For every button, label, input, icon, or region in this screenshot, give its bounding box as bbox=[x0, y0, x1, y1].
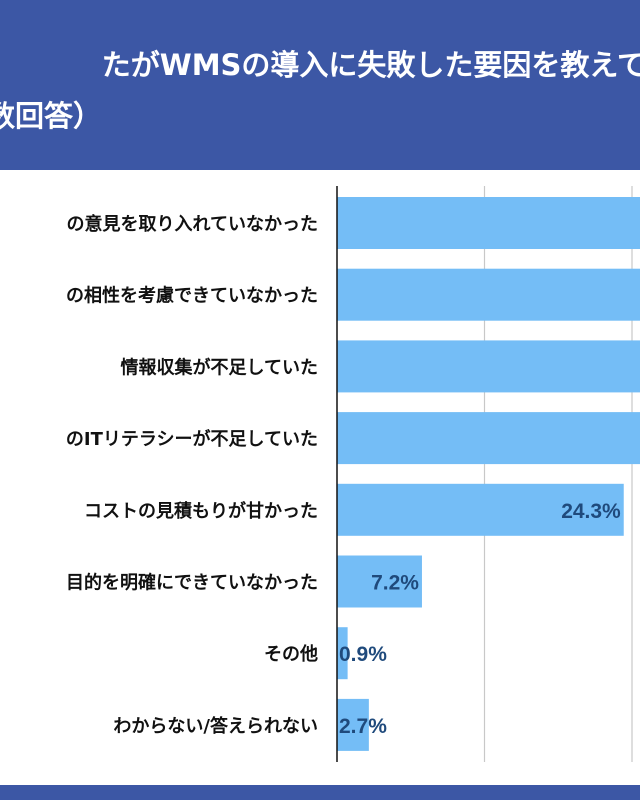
bar bbox=[337, 340, 640, 393]
value-label: 24.3% bbox=[561, 500, 621, 523]
bar bbox=[337, 627, 348, 680]
category-label: の意見を取り入れていなかった bbox=[67, 213, 318, 235]
bar bbox=[337, 412, 640, 465]
value-label: 2.7% bbox=[339, 715, 387, 738]
bar bbox=[337, 555, 422, 608]
category-label: 目的を明確にできていなかった bbox=[66, 572, 318, 594]
bar bbox=[337, 197, 640, 249]
bar bbox=[337, 698, 369, 751]
bar bbox=[337, 483, 624, 536]
value-label: 0.9% bbox=[339, 643, 387, 666]
category-label: その他 bbox=[264, 643, 318, 665]
category-label: の相性を考慮できていなかった bbox=[66, 285, 318, 307]
category-label: 情報収集が不足していた bbox=[121, 356, 318, 378]
category-label: コストの見積もりが甘かった bbox=[84, 500, 318, 522]
chart-title-line-2: 数回答） bbox=[0, 99, 103, 133]
category-label: のITリテラシーが不足していた bbox=[66, 428, 318, 450]
category-label: わからない/答えられない bbox=[113, 715, 318, 737]
title-banner: たがWMSの導入に失敗した要因を教えて 数回答） bbox=[0, 0, 640, 170]
bar bbox=[337, 268, 640, 321]
footer-band bbox=[0, 785, 640, 800]
value-label: 7.2% bbox=[371, 572, 419, 595]
chart-title-line-1: たがWMSの導入に失敗した要因を教えて bbox=[101, 48, 640, 82]
